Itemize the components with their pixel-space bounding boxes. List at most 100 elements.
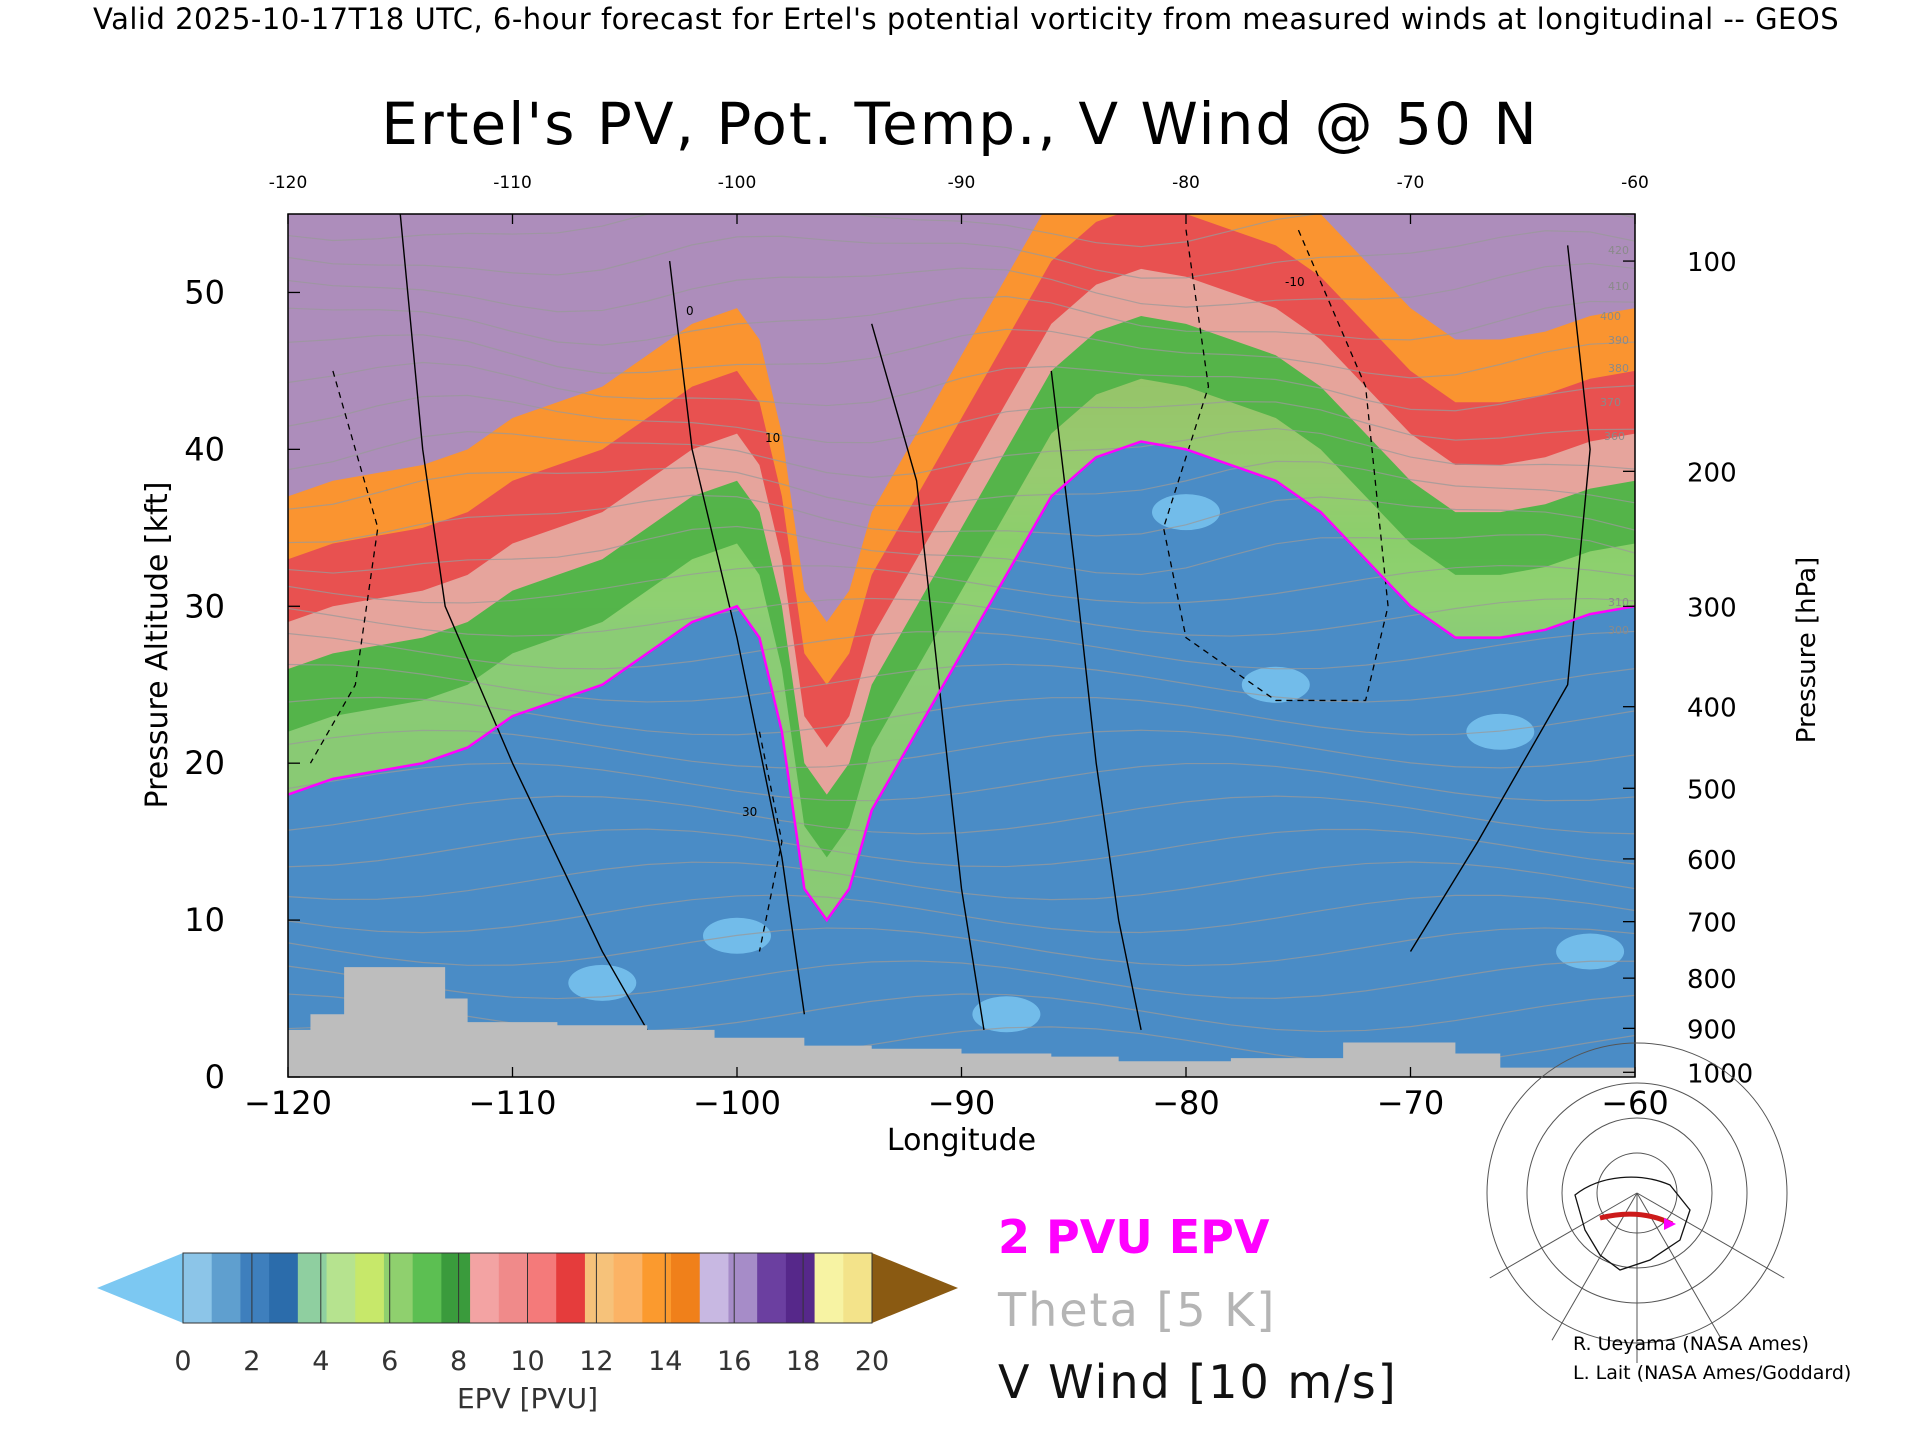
colorbar-swatch xyxy=(613,1253,643,1323)
inset-map-background xyxy=(1535,1148,1730,1298)
colorbar-swatch xyxy=(785,1253,816,1323)
epv-band-violet xyxy=(288,214,1635,622)
top-x-tick-label: -80 xyxy=(1172,173,1200,193)
colorbar-tick-label: 10 xyxy=(510,1346,544,1377)
colorbar-swatch xyxy=(211,1253,241,1323)
colorbar-swatch xyxy=(240,1253,270,1323)
theta-label: 400 xyxy=(1600,310,1621,323)
theta-isentrope xyxy=(288,361,1635,412)
theta-isentrope xyxy=(288,696,1635,736)
x-tick-label: −60 xyxy=(1601,1084,1669,1122)
vwind-label: -10 xyxy=(1285,275,1305,289)
x-tick-label: −120 xyxy=(244,1084,332,1122)
epv-light-patch xyxy=(568,964,637,1001)
inset-map xyxy=(1486,1042,1788,1363)
theta-label: 380 xyxy=(1608,362,1629,375)
theta-isentrope xyxy=(288,960,1635,1000)
colorbar-swatch xyxy=(269,1253,299,1323)
colorbar-swatch xyxy=(383,1253,414,1323)
vwind-label: 0 xyxy=(686,304,694,318)
theta-isentrope xyxy=(288,597,1635,637)
x-tick-label: −90 xyxy=(928,1084,996,1122)
y-tick-label: 30 xyxy=(184,587,225,625)
terrain-mask xyxy=(288,967,1635,1077)
y-axis-label: Pressure Altitude [kft] xyxy=(140,482,175,809)
theta-isentrope xyxy=(288,394,1635,444)
vwind-contour-negative xyxy=(758,731,783,952)
top-x-tick-label: -70 xyxy=(1397,173,1425,193)
vwind-label: 10 xyxy=(765,431,780,445)
colorbar-swatch xyxy=(671,1253,701,1323)
colorbar-swatch xyxy=(814,1253,844,1323)
pressure-tick-label: 400 xyxy=(1687,694,1737,724)
theta-label: 410 xyxy=(1608,280,1629,293)
inset-map-marker xyxy=(1664,1218,1676,1230)
theta-isentrope xyxy=(288,230,1635,279)
colorbar-tick-label: 4 xyxy=(312,1346,329,1377)
x-tick-label: −100 xyxy=(693,1084,781,1122)
colorbar-tick-label: 16 xyxy=(717,1346,751,1377)
theta-isentrope xyxy=(288,795,1635,835)
chart-title: Ertel's PV, Pot. Temp., V Wind @ 50 N xyxy=(381,90,1539,158)
y-tick-label: 40 xyxy=(184,430,225,468)
theta-label: 420 xyxy=(1608,244,1629,257)
theta-label: 360 xyxy=(1604,430,1625,443)
top-x-tick-label: -90 xyxy=(948,173,976,193)
top-x-tick-label: -110 xyxy=(493,173,532,193)
vwind-contour xyxy=(1050,370,1142,1031)
credit-line-2: L. Lait (NASA Ames/Goddard) xyxy=(1573,1362,1852,1384)
x-tick-label: −110 xyxy=(469,1084,557,1122)
colorbar-swatch xyxy=(843,1253,873,1323)
vwind-contour xyxy=(668,260,806,1015)
y2-axis-label: Pressure [hPa] xyxy=(1792,557,1822,744)
pressure-tick-label: 1000 xyxy=(1687,1059,1753,1089)
colorbar-swatch xyxy=(498,1253,528,1323)
theta-isentrope xyxy=(288,295,1635,346)
x-tick-label: −80 xyxy=(1152,1084,1220,1122)
theta-isentrope xyxy=(288,894,1635,934)
pvu-2-contour xyxy=(288,440,1635,923)
legend-theta: Theta [5 K] xyxy=(998,1283,1277,1337)
epv-light-patch xyxy=(1466,713,1535,750)
theta-isentrope xyxy=(288,663,1635,703)
y-tick-label: 50 xyxy=(184,273,225,311)
epv-troposphere-fill xyxy=(288,441,1635,1077)
colorbar-under-arrow xyxy=(97,1253,183,1323)
theta-isentrope xyxy=(288,494,1635,544)
x-tick-label: −70 xyxy=(1377,1084,1445,1122)
vwind-contour xyxy=(871,323,985,1031)
top-x-tick-label: -120 xyxy=(269,173,308,193)
colorbar-tick-label: 20 xyxy=(855,1346,889,1377)
y-tick-label: 0 xyxy=(205,1058,225,1096)
vwind-label: 30 xyxy=(742,805,757,819)
inset-map-meridian xyxy=(1551,1192,1638,1341)
y-tick-label: 20 xyxy=(184,744,225,782)
vwind-contour-negative xyxy=(1162,229,1389,702)
colorbar-swatch xyxy=(584,1253,615,1323)
top-x-tick-label: -100 xyxy=(718,173,757,193)
theta-label: 370 xyxy=(1600,396,1621,409)
epv-light-patch xyxy=(1556,933,1625,970)
pressure-tick-label: 200 xyxy=(1687,458,1737,488)
colorbar-tick-label: 12 xyxy=(579,1346,613,1377)
epv-light-patch xyxy=(972,996,1041,1033)
y-tick-label: 10 xyxy=(184,901,225,939)
top-x-tick-label: -60 xyxy=(1621,173,1649,193)
theta-isentrope xyxy=(288,729,1635,769)
vwind-contour xyxy=(399,214,648,1031)
theta-isentrope xyxy=(288,564,1635,604)
header-text: Valid 2025-10-17T18 UTC, 6-hour forecast… xyxy=(93,2,1840,36)
vwind-contour xyxy=(1409,245,1591,952)
theta-isentrope xyxy=(288,828,1635,868)
pressure-tick-label: 300 xyxy=(1687,593,1737,623)
theta-isentrope xyxy=(288,630,1635,670)
theta-label: 300 xyxy=(1608,624,1629,637)
legend-pvu-contour: 2 PVU EPV xyxy=(998,1210,1270,1264)
pressure-tick-label: 800 xyxy=(1687,965,1737,995)
colorbar-swatch xyxy=(326,1253,356,1323)
colorbar-swatch xyxy=(556,1253,586,1323)
colorbar-tick-label: 2 xyxy=(243,1346,260,1377)
colorbar-tick-label: 0 xyxy=(174,1346,191,1377)
pressure-tick-label: 600 xyxy=(1687,846,1737,876)
